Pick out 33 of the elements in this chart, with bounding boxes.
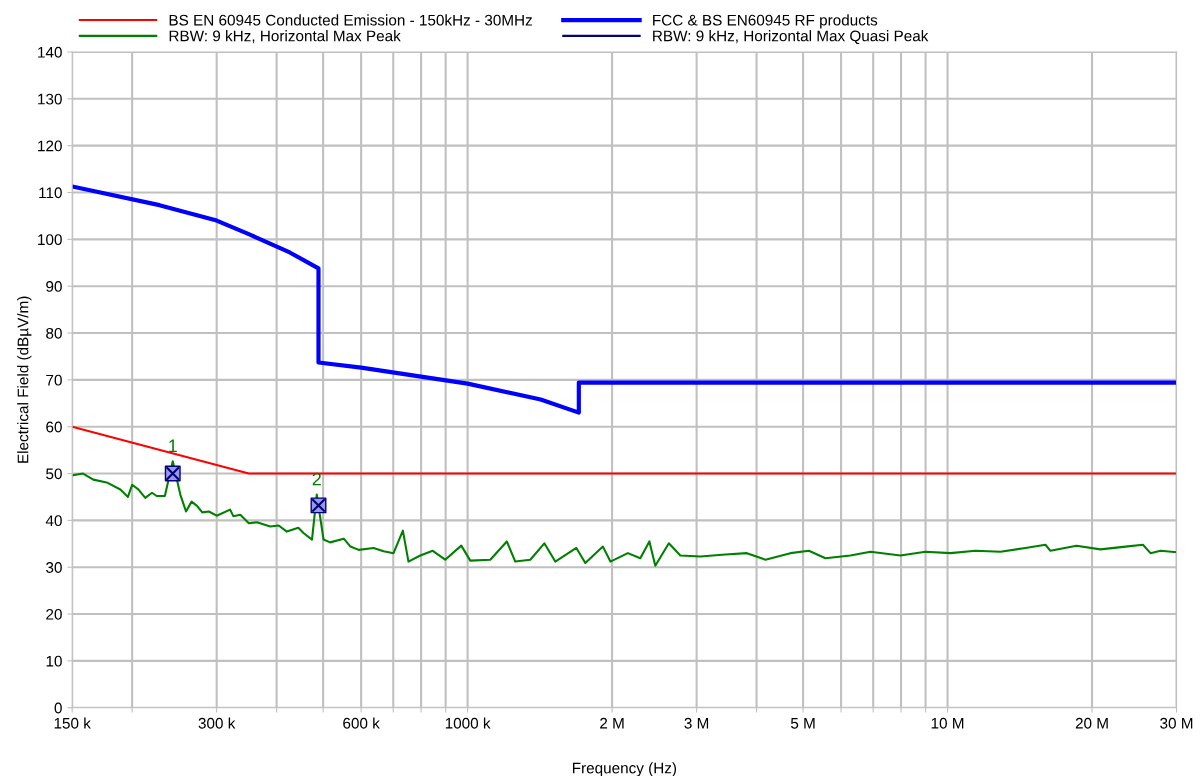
legend-label: RBW: 9 kHz, Horizontal Max Quasi Peak [653, 30, 929, 45]
y-tick-label: 30 [46, 562, 62, 573]
y-tick-label: 0 [54, 702, 62, 714]
x-axis-title: Frequency (Hz) [572, 762, 677, 776]
y-tick-label: 100 [38, 234, 62, 246]
y-tick-label: 80 [46, 327, 62, 339]
y-tick-label: 40 [45, 515, 62, 527]
y-tick-label: 90 [46, 281, 62, 292]
annotation: 2 [312, 472, 321, 486]
x-tick-label: 30 M [1160, 717, 1193, 729]
y-tick-label: 110 [39, 187, 62, 199]
y-tick-label: 10 [46, 655, 62, 667]
x-tick-label: 300 k [198, 717, 236, 729]
y-tick-label: 120 [38, 140, 62, 152]
legend-label: RBW: 9 kHz, Horizontal Max Peak [169, 30, 401, 44]
y-axis-title: Electrical Field (dBµV/m) [17, 296, 32, 463]
annotation: 1 [169, 439, 177, 453]
legend-label: BS EN 60945 Conducted Emission - 150kHz - 30MHz [169, 14, 532, 26]
y-tick-label: 20 [46, 608, 62, 620]
y-tick-label: 70 [46, 374, 62, 386]
x-tick-label: 10 M [931, 717, 964, 729]
y-tick-label: 140 [38, 46, 62, 58]
x-tick-label: 2 M [600, 717, 624, 729]
x-tick-label: 1000 k [445, 717, 491, 729]
x-tick-label: 600 k [343, 717, 380, 729]
x-tick-label: 5 M [790, 718, 815, 729]
y-tick-label: 60 [46, 421, 62, 433]
x-tick-label: 20 M [1075, 717, 1108, 729]
x-tick-label: 3 M [684, 717, 709, 729]
y-tick-label: 130 [38, 93, 62, 105]
legend-label: FCC & BS EN60945 RF products [653, 14, 878, 29]
x-tick-label: 150 k [54, 717, 91, 729]
y-tick-label: 50 [46, 468, 62, 480]
